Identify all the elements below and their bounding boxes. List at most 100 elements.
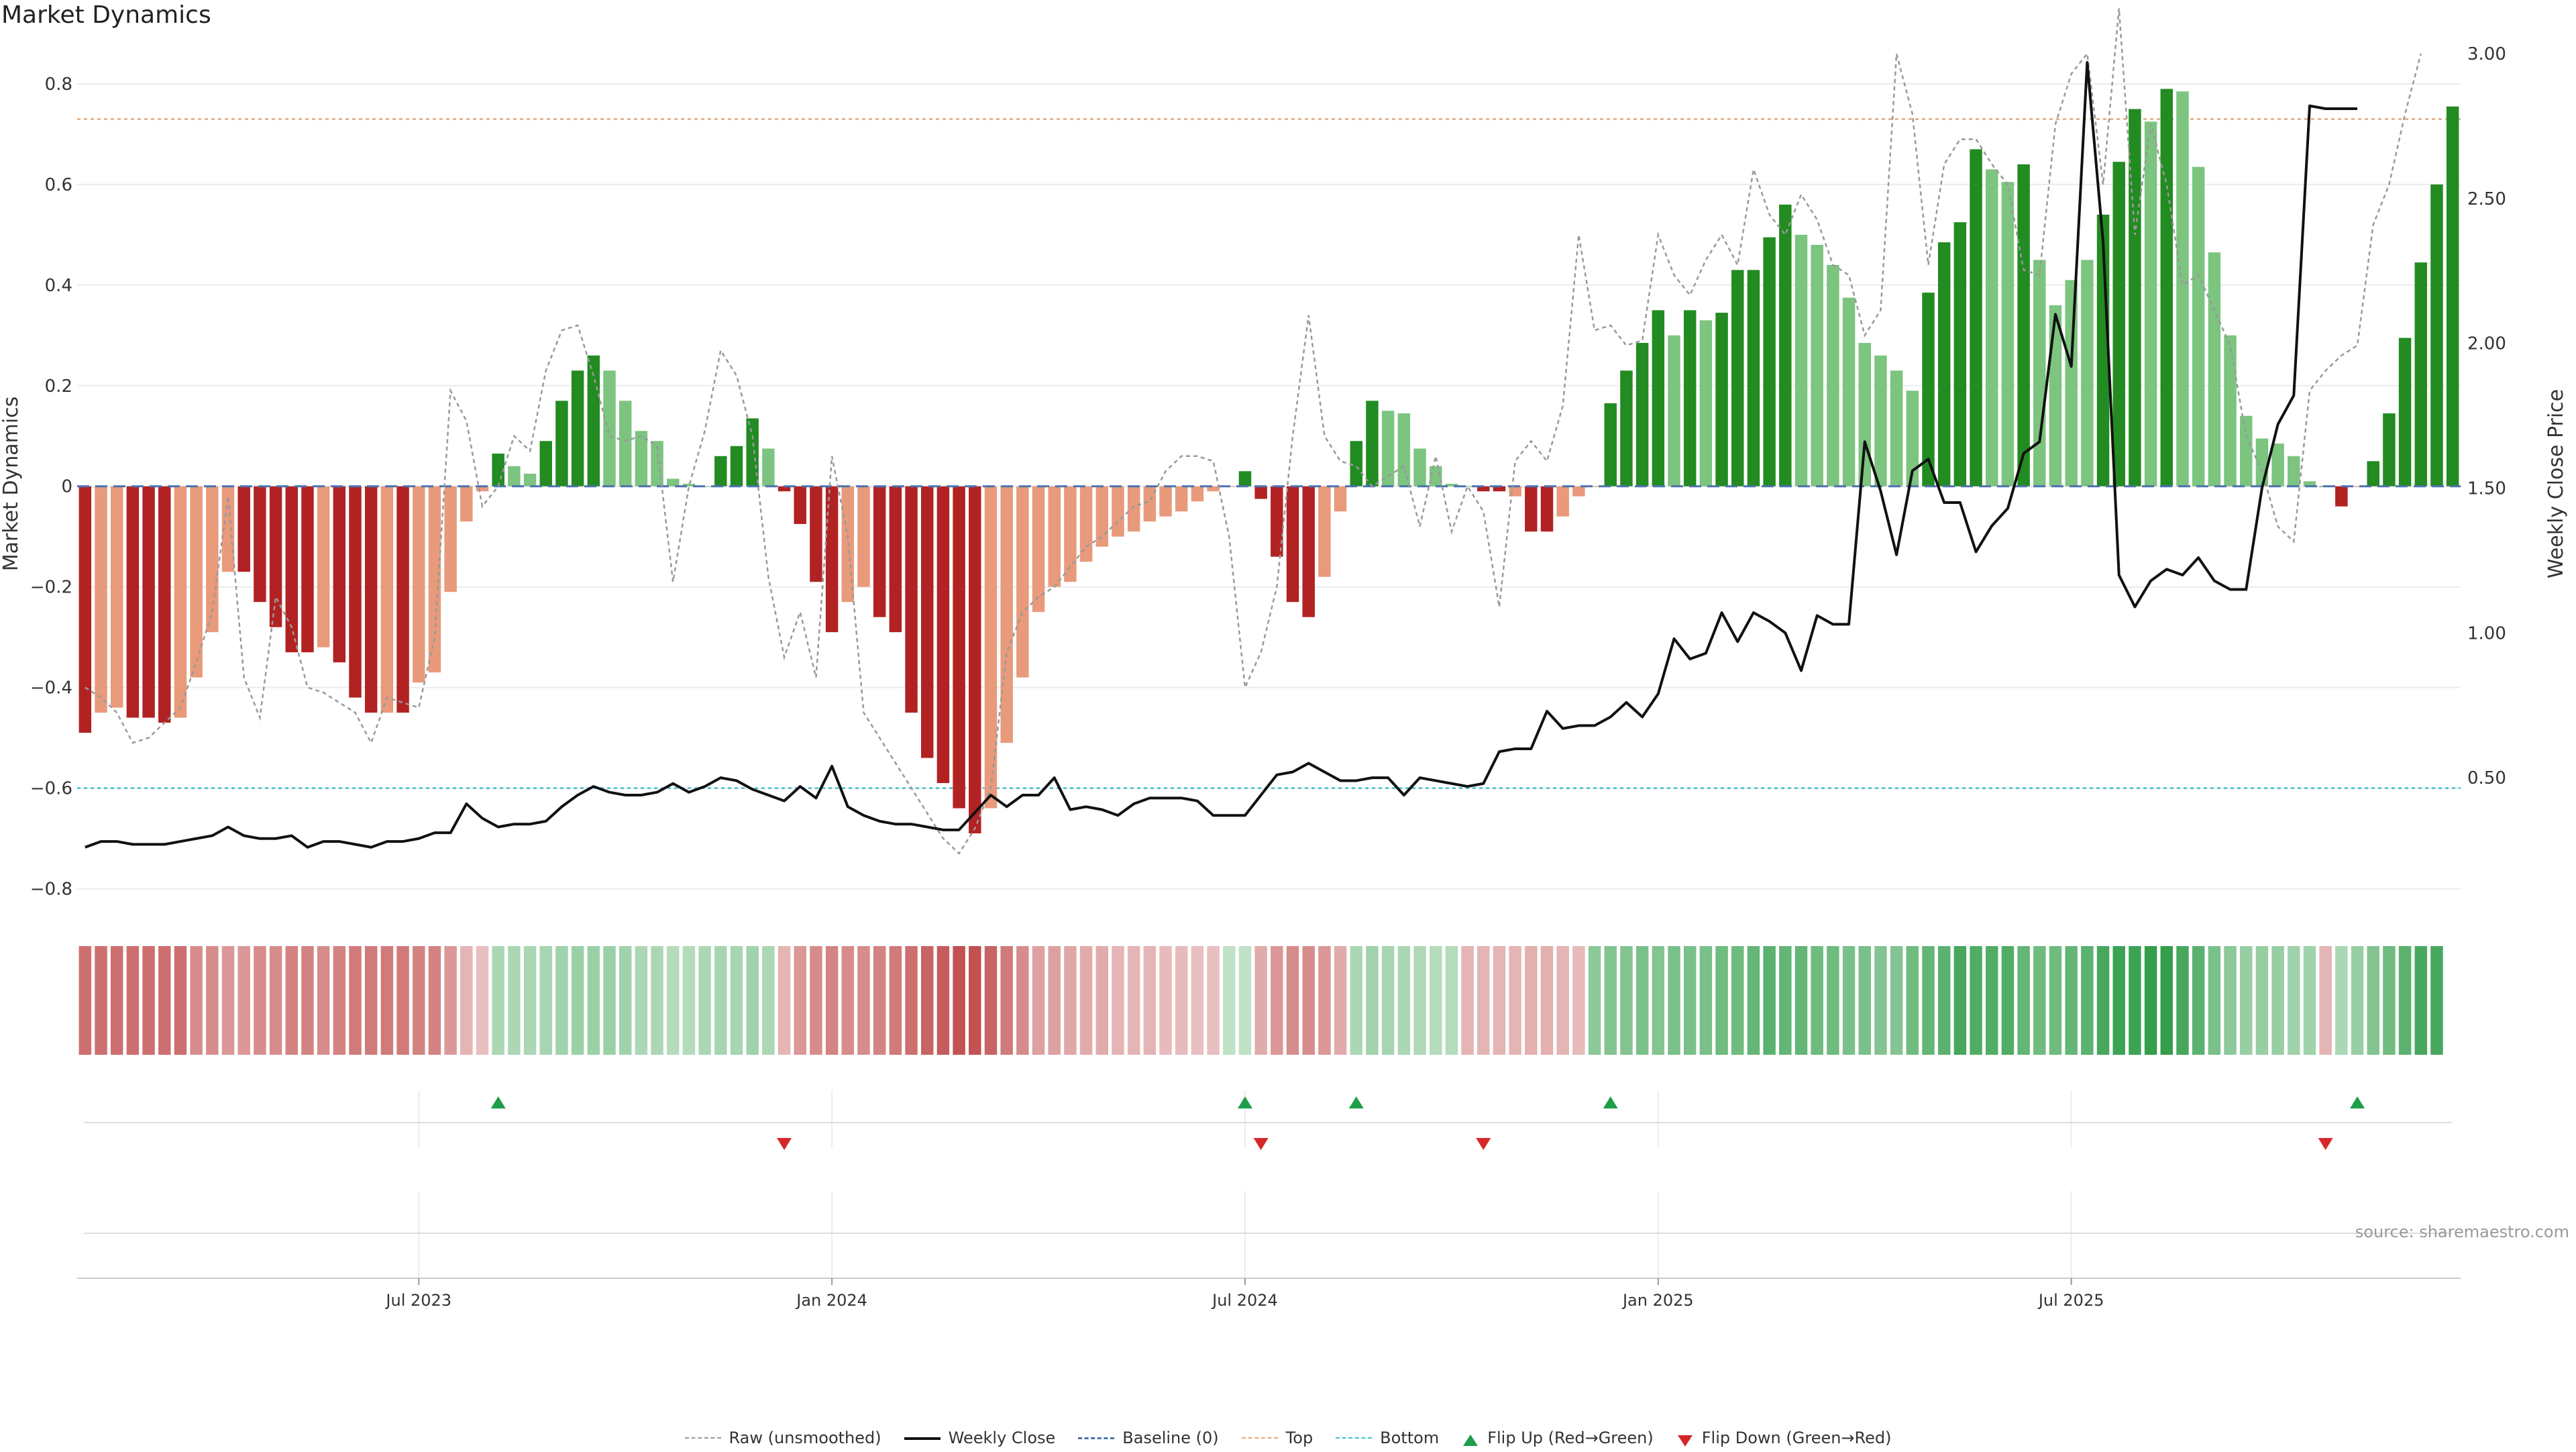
heat-strip-cell — [396, 946, 409, 1055]
market-dynamics-bar — [984, 486, 998, 809]
market-dynamics-bar — [174, 486, 187, 718]
legend-label: Bottom — [1380, 1429, 1440, 1447]
market-dynamics-bar — [1445, 484, 1458, 486]
x-tick-label: Jul 2023 — [384, 1291, 451, 1310]
market-dynamics-bar — [635, 431, 648, 486]
legend-item-flip_up: Flip Up (Red→Green) — [1462, 1429, 1654, 1447]
market-dynamics-bar — [603, 370, 616, 486]
market-dynamics-bar — [1794, 234, 1808, 486]
market-dynamics-bar — [1175, 486, 1188, 512]
heat-strip-cell — [857, 946, 870, 1055]
market-dynamics-bar — [1731, 270, 1744, 486]
market-dynamics-bar — [380, 486, 394, 713]
market-dynamics-bar — [1588, 486, 1601, 487]
heat-strip-cell — [1112, 946, 1124, 1055]
heat-strip-cell — [714, 946, 727, 1055]
heat-strip-cell — [1461, 946, 1474, 1055]
market-dynamics-bar — [460, 486, 473, 522]
heat-strip-cell — [635, 946, 648, 1055]
heat-strip-cell — [889, 946, 902, 1055]
market-dynamics-bar — [1048, 486, 1061, 587]
market-dynamics-bar — [190, 486, 203, 678]
heat-strip-cell — [984, 946, 998, 1055]
legend-swatch-baseline — [1078, 1433, 1115, 1443]
heat-strip-cell — [571, 946, 584, 1055]
heat-strip-cell — [1747, 946, 1760, 1055]
market-dynamics-bar — [1191, 486, 1204, 502]
heat-strip-cell — [1238, 946, 1252, 1055]
market-dynamics-bar — [221, 486, 235, 572]
market-dynamics-bar — [2271, 444, 2284, 486]
heat-strip-cell — [2224, 946, 2237, 1055]
market-dynamics-bar — [571, 370, 584, 486]
market-dynamics-bar — [714, 456, 727, 486]
heat-strip-cell — [2288, 946, 2300, 1055]
market-dynamics-bar — [1525, 486, 1538, 532]
heat-strip-cell — [1207, 946, 1220, 1055]
legend-label: Flip Up (Red→Green) — [1487, 1429, 1654, 1447]
heat-strip-cell — [1890, 946, 1903, 1055]
y2-tick-label: 3.00 — [2467, 44, 2506, 64]
market-dynamics-bar — [254, 486, 266, 603]
heat-strip-cell — [936, 946, 950, 1055]
legend-swatch-flip_up — [1462, 1433, 1479, 1446]
market-dynamics-bar — [95, 486, 107, 713]
heat-strip-cell — [2351, 946, 2364, 1055]
heat-strip-cell — [2001, 946, 2015, 1055]
market-dynamics-bar — [1016, 486, 1029, 678]
heat-strip-cell — [1175, 946, 1188, 1055]
heat-strip-cell — [2081, 946, 2094, 1055]
market-dynamics-bar — [746, 418, 759, 486]
heat-strip-cell — [2208, 946, 2221, 1055]
y-tick-label: −0.6 — [30, 779, 72, 799]
heat-strip-cell — [126, 946, 140, 1055]
market-dynamics-bar — [2033, 260, 2046, 486]
heat-strip-cell — [2239, 946, 2253, 1055]
heat-strip-cell — [810, 946, 822, 1055]
heat-strip-cell — [1064, 946, 1077, 1055]
market-dynamics-bar — [1079, 486, 1093, 562]
market-dynamics-bar — [1159, 486, 1172, 517]
market-dynamics-bar — [1143, 486, 1157, 522]
market-dynamics-bar — [1779, 204, 1792, 486]
market-dynamics-bar — [1906, 391, 1919, 486]
heat-strip-cell — [1652, 946, 1665, 1055]
heat-strip-cell — [1525, 946, 1538, 1055]
market-dynamics-bar — [1970, 149, 1982, 486]
heat-strip-cell — [221, 946, 235, 1055]
heat-strip-cell — [2383, 946, 2396, 1055]
flip-up-marker — [2350, 1096, 2365, 1108]
market-dynamics-bar — [2144, 121, 2157, 486]
heat-strip-cell — [508, 946, 521, 1055]
market-dynamics-bar — [1381, 411, 1395, 486]
legend-item-close: Weekly Close — [904, 1429, 1055, 1447]
market-dynamics-bar — [777, 486, 791, 492]
heat-strip-cell — [78, 946, 92, 1055]
market-dynamics-bar — [301, 486, 314, 653]
heat-strip-cell — [698, 946, 711, 1055]
heat-strip-cell — [1588, 946, 1601, 1055]
heat-strip-cell — [1397, 946, 1411, 1055]
heat-strip-cell — [1699, 946, 1713, 1055]
heat-strip-cell — [682, 946, 696, 1055]
heat-strip-cell — [619, 946, 632, 1055]
market-dynamics-bar — [1271, 486, 1283, 557]
market-dynamics-bar — [2192, 166, 2205, 486]
market-dynamics-bar — [1953, 222, 1967, 486]
x-tick-label: Jul 2024 — [1211, 1291, 1278, 1310]
heat-strip-cell — [1763, 946, 1776, 1055]
market-dynamics-bar — [1668, 335, 1680, 486]
heat-strip-cell — [1271, 946, 1283, 1055]
flip-down-marker — [2318, 1138, 2333, 1150]
heat-strip-cell — [762, 946, 775, 1055]
heat-strip-cell — [285, 946, 299, 1055]
market-dynamics-bar — [2129, 109, 2141, 486]
heat-strip-cell — [920, 946, 934, 1055]
heat-strip-cell — [1079, 946, 1093, 1055]
y-tick-label: −0.2 — [30, 578, 72, 598]
market-dynamics-bar — [1683, 310, 1697, 486]
heat-strip-cell — [301, 946, 314, 1055]
heat-strip-cell — [746, 946, 759, 1055]
legend-item-flip_down: Flip Down (Green→Red) — [1676, 1429, 1892, 1447]
market-dynamics-bar — [889, 486, 902, 633]
